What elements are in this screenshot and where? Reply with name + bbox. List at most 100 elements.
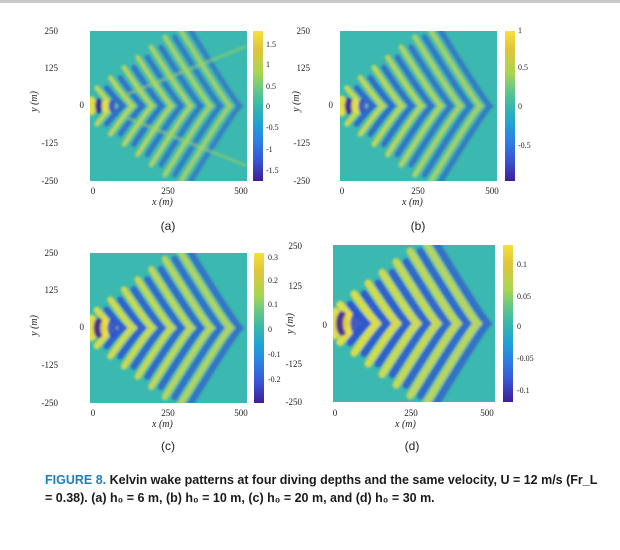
panel-label: (c) bbox=[161, 439, 175, 453]
source-disturbance bbox=[340, 95, 347, 117]
wake-crest bbox=[148, 265, 196, 391]
colorbar-b bbox=[505, 31, 515, 181]
cbar-tick: 1 bbox=[518, 26, 522, 35]
y-tick: -125 bbox=[285, 359, 303, 369]
source-disturbance bbox=[351, 98, 359, 114]
wake-crest bbox=[134, 276, 177, 380]
cbar-tick: -0.1 bbox=[517, 386, 530, 395]
wake-trough bbox=[131, 65, 166, 147]
y-axis-label: y (m) bbox=[28, 91, 40, 112]
wake-trough bbox=[157, 265, 206, 391]
cbar-tick: -1.5 bbox=[266, 166, 279, 175]
y-tick: 125 bbox=[44, 63, 59, 73]
cbar-tick: 0.2 bbox=[268, 276, 278, 285]
x-axis-label: x (m) bbox=[402, 197, 423, 208]
cbar-tick: 0.5 bbox=[518, 63, 528, 72]
cbar-tick: -0.5 bbox=[266, 123, 279, 132]
source-disturbance bbox=[107, 318, 117, 338]
wake-crest bbox=[384, 54, 426, 158]
wake-crest bbox=[350, 290, 383, 357]
cbar-tick: -0.1 bbox=[268, 350, 281, 359]
wake-trough bbox=[367, 75, 397, 137]
heatmap-plot-a bbox=[90, 31, 247, 181]
panel-label: (a) bbox=[160, 219, 176, 233]
y-tick: 250 bbox=[296, 26, 311, 36]
wake-trough bbox=[353, 85, 378, 127]
cbar-tick: 0.1 bbox=[517, 260, 527, 269]
y-tick: 0 bbox=[328, 100, 334, 110]
wake-trough bbox=[374, 279, 413, 368]
cbar-tick: -0.5 bbox=[518, 141, 531, 150]
wake-trough bbox=[187, 31, 244, 181]
y-tick: 250 bbox=[288, 241, 303, 251]
wake-crest bbox=[148, 44, 195, 168]
cbar-tick: 0.05 bbox=[517, 292, 531, 301]
heatmap-plot-d bbox=[333, 245, 495, 402]
y-tick: -125 bbox=[41, 360, 59, 370]
wake-trough bbox=[117, 75, 147, 137]
x-tick: 500 bbox=[480, 408, 494, 418]
wake-trough bbox=[408, 44, 455, 168]
wake-trough bbox=[172, 34, 225, 178]
y-tick: 250 bbox=[44, 248, 59, 258]
wake-crest bbox=[392, 258, 443, 389]
y-tick: 125 bbox=[44, 285, 59, 295]
y-tick: 125 bbox=[296, 63, 311, 73]
cbar-tick: -1 bbox=[266, 145, 273, 154]
wake-trough bbox=[346, 300, 373, 347]
wake-crest bbox=[121, 65, 157, 147]
wake-crest bbox=[406, 247, 463, 400]
cbar-tick: -0.05 bbox=[517, 354, 534, 363]
wake-crest bbox=[427, 31, 485, 181]
cbar-tick: 0 bbox=[268, 325, 272, 334]
divergent-wave-arm bbox=[127, 44, 247, 96]
wake-crest bbox=[357, 75, 387, 137]
cbar-tick: 0 bbox=[517, 322, 521, 331]
wake-trough bbox=[394, 54, 436, 158]
y-axis-label: y (m) bbox=[28, 315, 40, 336]
wake-trough bbox=[432, 245, 493, 402]
wake-crest bbox=[412, 34, 465, 178]
x-tick: 0 bbox=[90, 408, 96, 418]
source-disturbance bbox=[358, 98, 366, 114]
wake-trough bbox=[116, 296, 148, 360]
x-tick: 0 bbox=[90, 186, 96, 196]
y-tick: -250 bbox=[41, 176, 59, 186]
wake-trough bbox=[437, 31, 494, 181]
colorbar-a bbox=[253, 31, 263, 181]
wake-trough bbox=[421, 34, 475, 178]
wake-crest bbox=[378, 268, 423, 379]
wake-trough bbox=[130, 286, 167, 370]
caption-text: Kelvin wake patterns at four diving dept… bbox=[45, 473, 598, 505]
figure-caption: FIGURE 8. Kelvin wake patterns at four d… bbox=[45, 471, 605, 507]
x-tick: 500 bbox=[234, 408, 248, 418]
wake-heatmap-svg bbox=[90, 253, 247, 403]
wake-trough bbox=[103, 306, 128, 350]
cbar-tick: -0.2 bbox=[268, 375, 281, 384]
wake-heatmap-svg bbox=[340, 31, 497, 181]
wake-heatmap-svg bbox=[90, 31, 247, 181]
wake-crest bbox=[398, 44, 446, 168]
x-tick: 250 bbox=[161, 186, 175, 196]
y-tick: 0 bbox=[79, 322, 85, 332]
x-axis-label: x (m) bbox=[152, 197, 173, 208]
source-disturbance bbox=[94, 98, 103, 114]
y-tick: -250 bbox=[285, 397, 303, 407]
cbar-tick: 1 bbox=[266, 60, 270, 69]
y-tick: -250 bbox=[41, 398, 59, 408]
x-tick: 0 bbox=[339, 186, 345, 196]
x-axis-label: x (m) bbox=[395, 419, 416, 430]
source-disturbance bbox=[108, 99, 116, 113]
y-axis-label: y (m) bbox=[284, 313, 296, 334]
top-rule bbox=[0, 0, 620, 3]
y-tick: 0 bbox=[79, 100, 85, 110]
panel-label: (b) bbox=[410, 219, 426, 233]
cbar-tick: 0 bbox=[518, 102, 522, 111]
x-tick: 0 bbox=[332, 408, 338, 418]
x-tick: 500 bbox=[485, 186, 499, 196]
caption-lead: FIGURE 8. bbox=[45, 473, 107, 487]
wake-crest bbox=[107, 296, 138, 360]
cbar-tick: 1.5 bbox=[266, 40, 276, 49]
heatmap-plot-c bbox=[90, 253, 247, 403]
wake-trough bbox=[416, 247, 473, 400]
